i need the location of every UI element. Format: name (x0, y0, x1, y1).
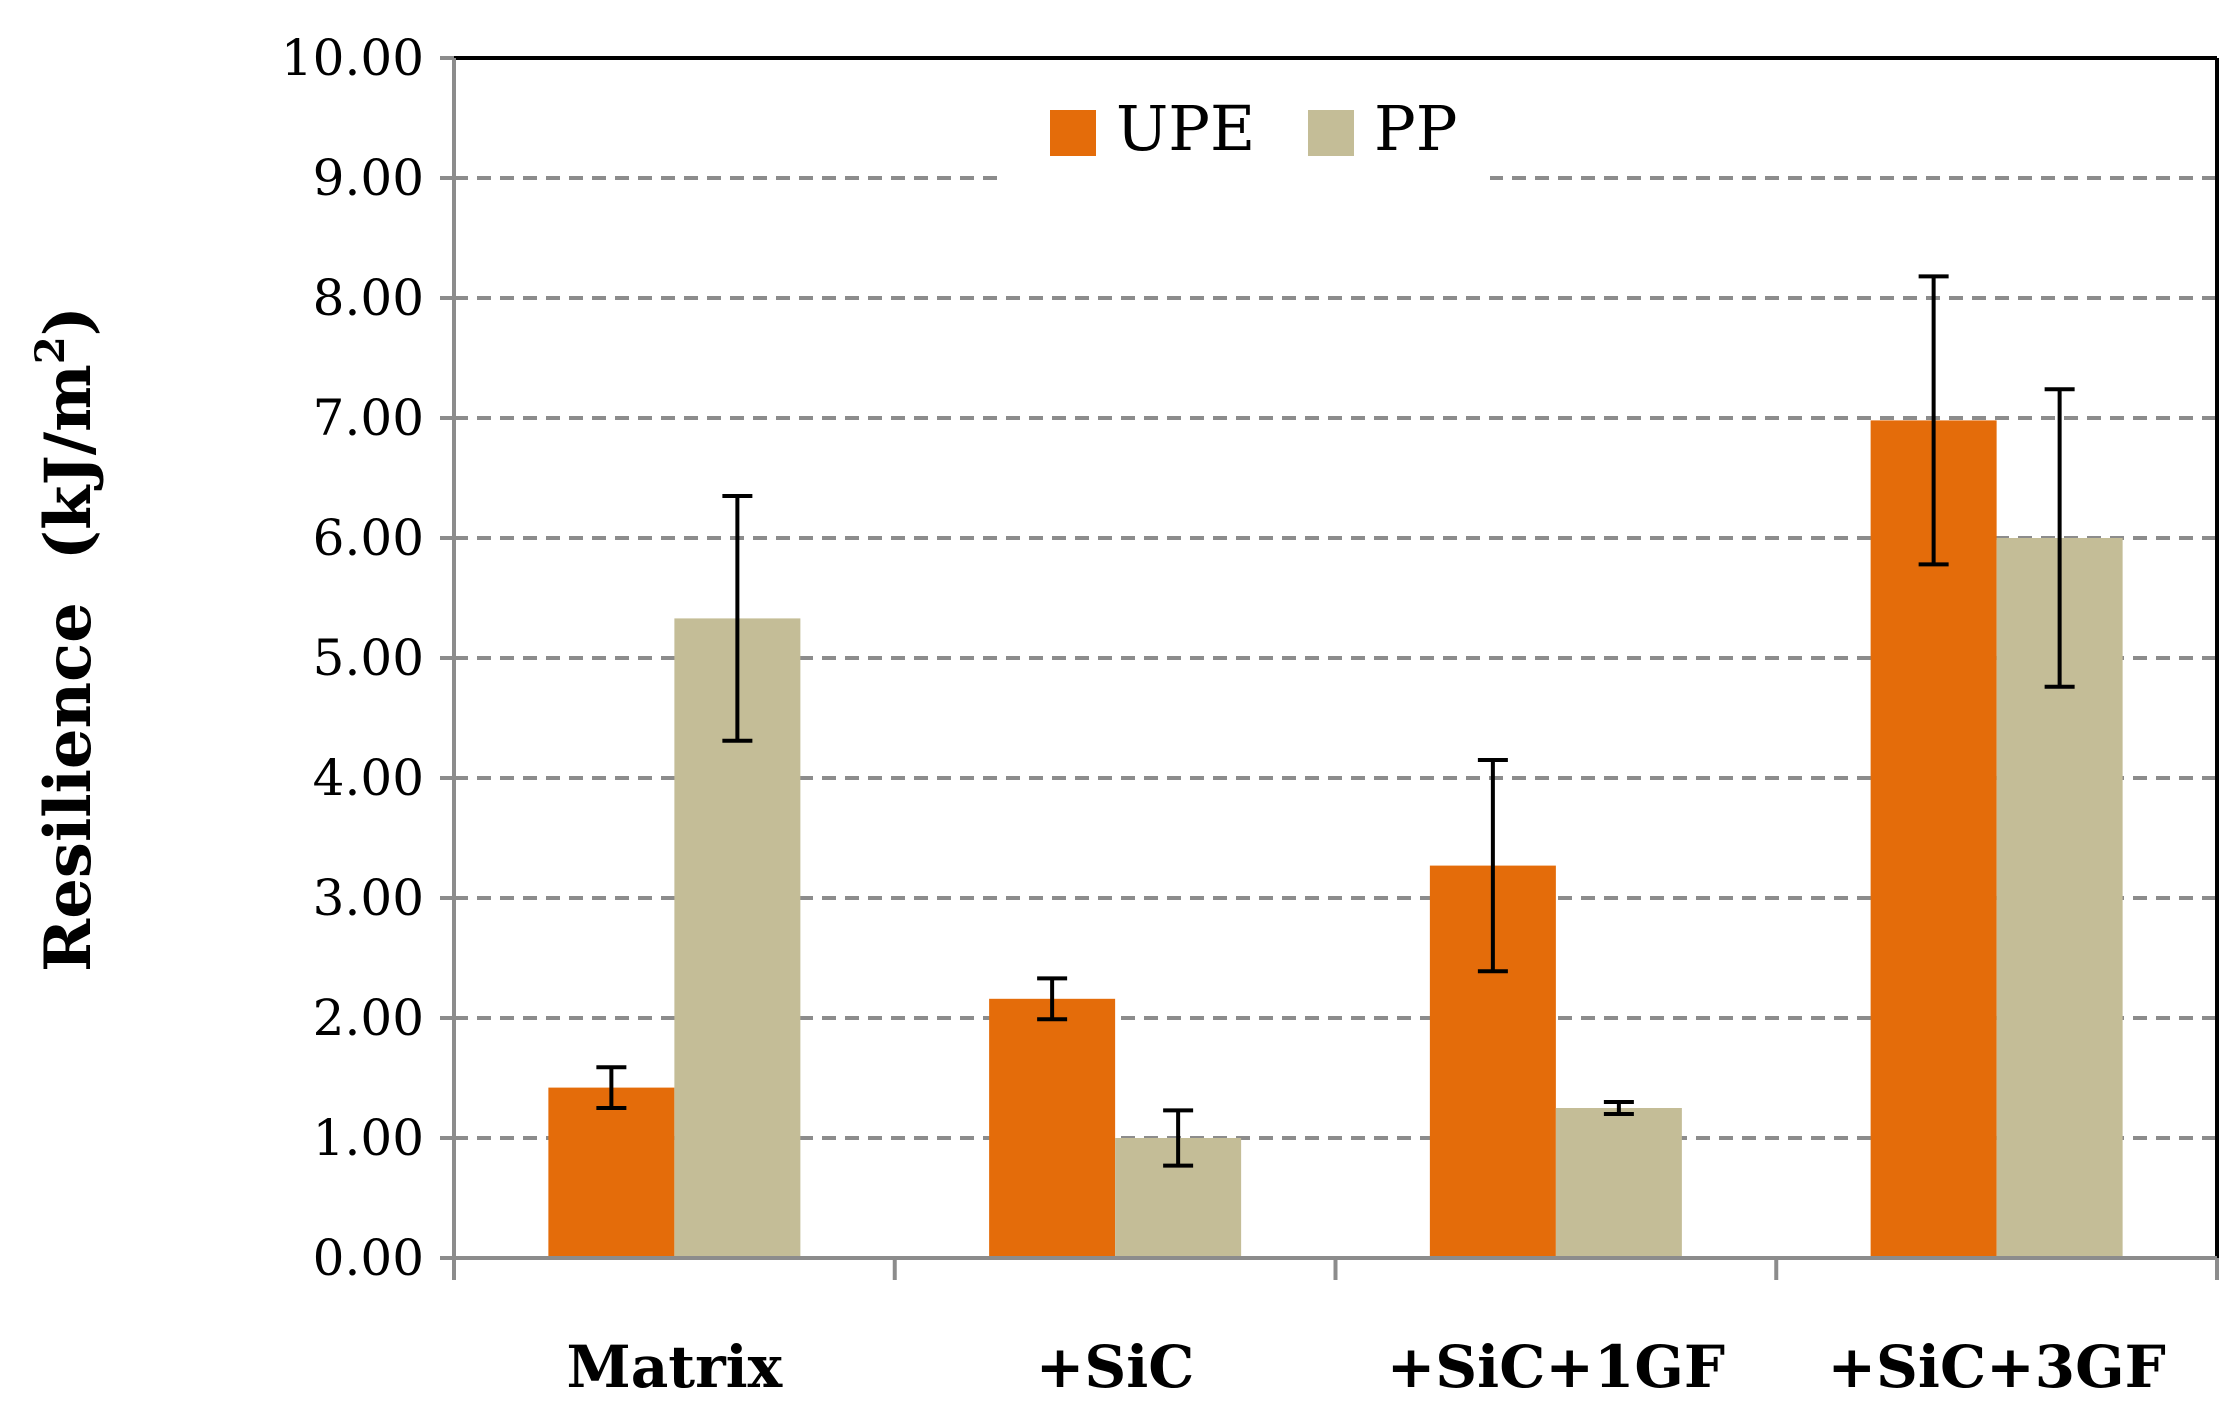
axis-layer: 0.00 1.00 2.00 3.00 4.00 5.00 6.00 7.00 8.00 9.00… (281, 29, 2219, 1401)
bar-upe (989, 998, 1116, 1258)
y-tick-label: 8.00 (313, 269, 424, 327)
bar-upe (548, 1087, 675, 1258)
bar-layer (548, 420, 2123, 1258)
y-axis-label-unit-sup: 2 (27, 336, 74, 364)
legend-swatch-pp (1308, 110, 1354, 156)
legend-label-upe: UPE (1116, 92, 1255, 165)
bar-pp (1555, 1108, 1682, 1258)
legend: UPE PP (1000, 84, 1490, 184)
y-tick-label: 6.00 (313, 509, 424, 567)
error-bar-layer (596, 274, 2075, 1168)
x-tick-label: +SiC (1036, 1333, 1195, 1401)
y-axis-label-unit-close: ) (31, 306, 106, 336)
y-tick-label: 10.00 (281, 29, 424, 87)
y-axis-label-main: Resilience (31, 602, 106, 972)
y-tick-label: 9.00 (313, 149, 424, 207)
x-tick-label: +SiC+1GF (1387, 1333, 1725, 1401)
y-tick-label: 1.00 (313, 1109, 424, 1167)
x-tick-label: +SiC+3GF (1827, 1333, 2165, 1401)
x-tick-label: Matrix (567, 1333, 783, 1401)
y-tick-label: 2.00 (313, 989, 424, 1047)
y-axis-label-unit: (kJ/m (31, 364, 106, 560)
y-tick-label: 0.00 (313, 1229, 424, 1287)
y-tick-label: 4.00 (313, 749, 424, 807)
y-tick-label: 7.00 (313, 389, 424, 447)
y-tick-label: 3.00 (313, 869, 424, 927)
y-axis-label: Resilience (kJ/m2) (27, 306, 106, 972)
y-tick-label: 5.00 (313, 629, 424, 687)
legend-label-pp: PP (1374, 92, 1457, 165)
legend-swatch-upe (1050, 110, 1096, 156)
